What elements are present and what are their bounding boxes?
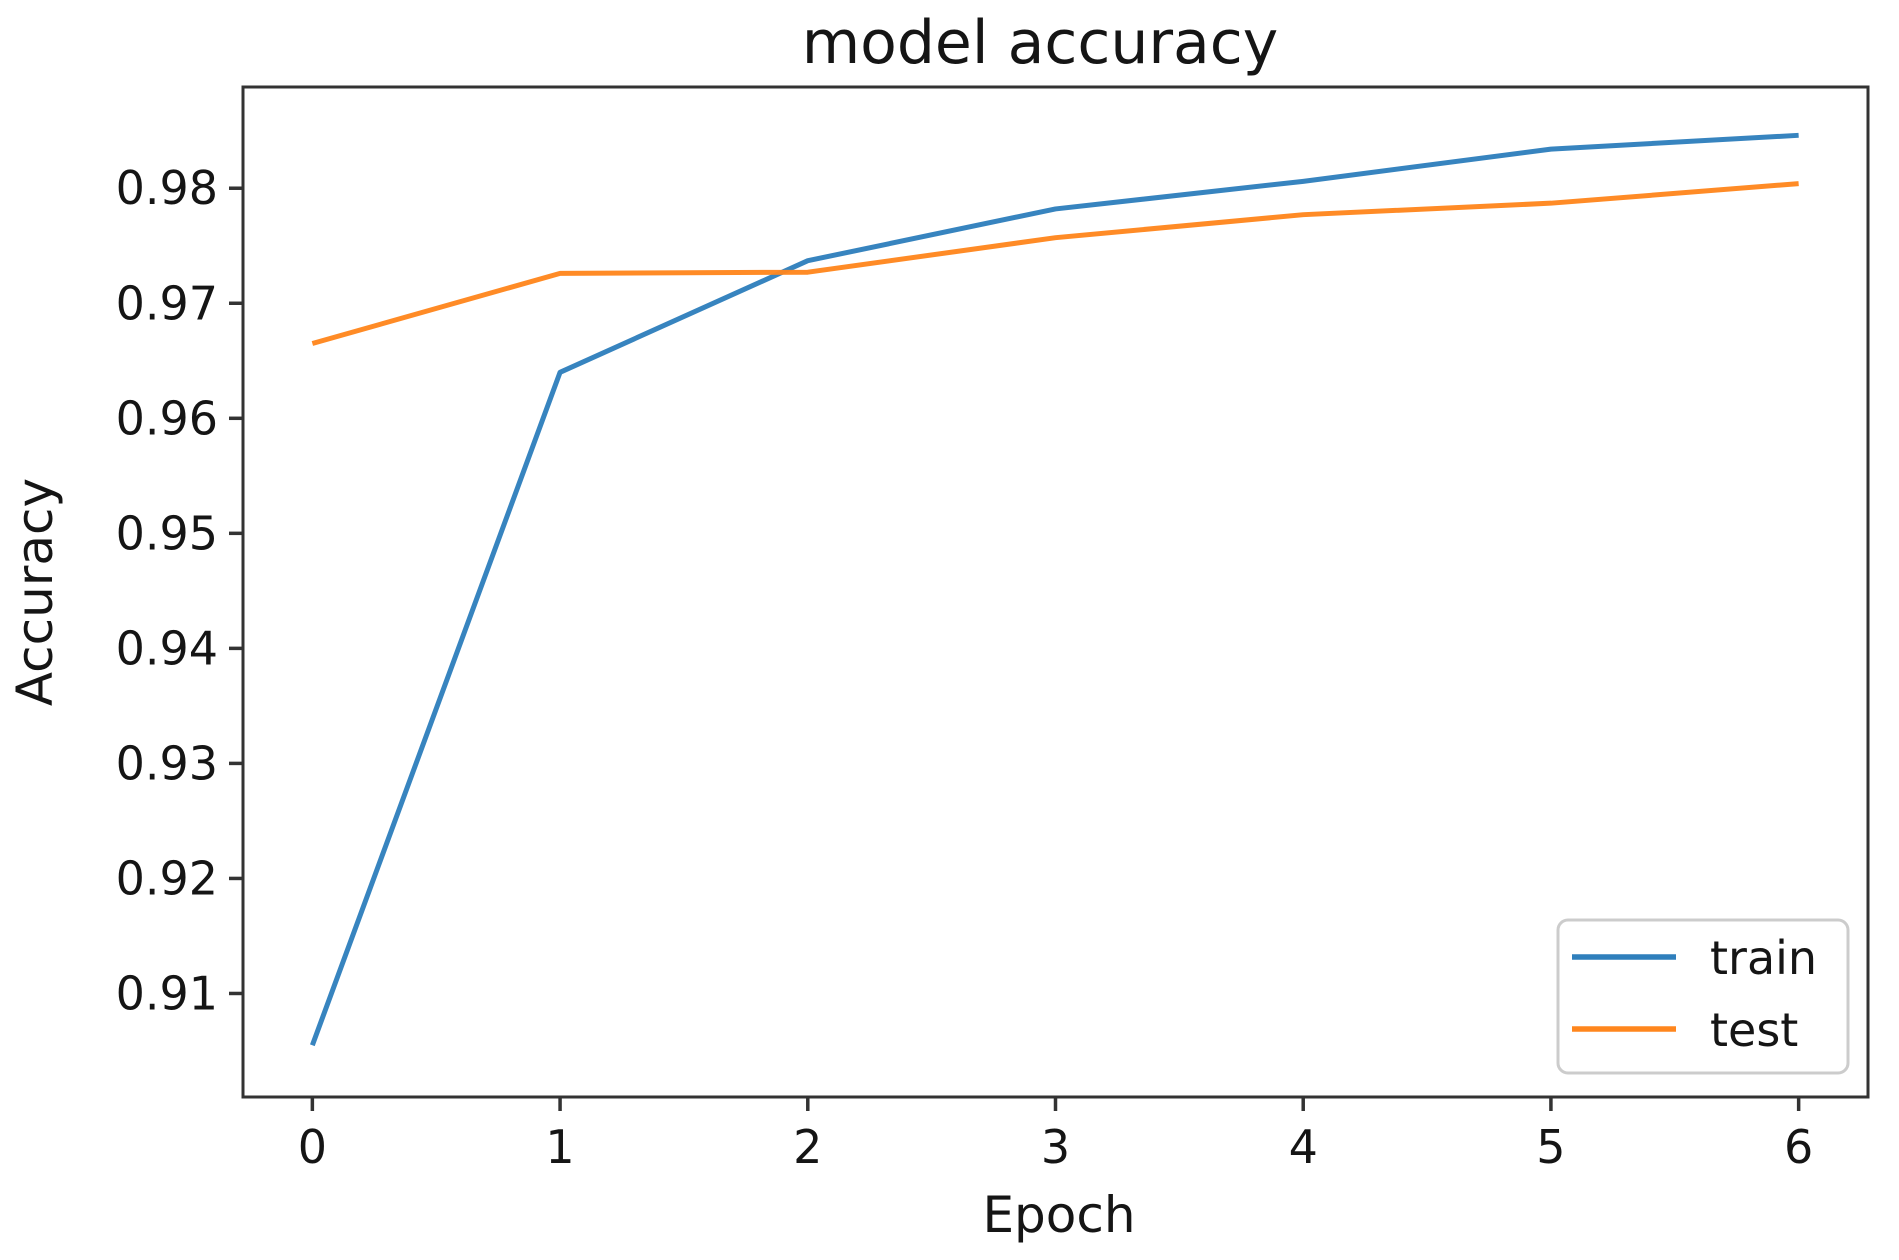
y-tick-label: 0.92 <box>116 851 218 905</box>
y-tick-label: 0.96 <box>116 391 218 445</box>
y-tick-label: 0.91 <box>116 966 218 1020</box>
x-axis-label: Epoch <box>982 1186 1135 1244</box>
y-tick-label: 0.97 <box>116 276 218 330</box>
legend-test-label: test <box>1710 1003 1798 1057</box>
x-tick-label: 4 <box>1289 1120 1318 1174</box>
x-tick-label: 3 <box>1041 1120 1070 1174</box>
test-line <box>311 181 1799 346</box>
x-tick-label: 2 <box>793 1120 822 1174</box>
legend-train-label: train <box>1710 931 1817 985</box>
axes-frame-and-ticks: 0 1 2 3 4 5 6 0.91 0.92 0.93 0.94 0.95 0.96 0.97 0.98 <box>116 85 1870 1174</box>
x-tick-label: 0 <box>298 1120 327 1174</box>
y-tick-label: 0.94 <box>116 621 218 675</box>
y-axis-label: Accuracy <box>6 478 64 706</box>
train-line <box>310 132 1799 1047</box>
y-tick-label: 0.95 <box>116 506 218 560</box>
x-tick-label: 6 <box>1784 1120 1813 1174</box>
legend-box: train test <box>1556 918 1850 1075</box>
text-labels: model accuracy Epoch Accuracy <box>6 8 1278 1244</box>
chart-title: model accuracy <box>802 8 1279 78</box>
series-lines <box>310 132 1799 1047</box>
y-tick-label: 0.93 <box>116 736 218 790</box>
y-tick-label: 0.98 <box>116 161 218 215</box>
x-tick-label: 1 <box>545 1120 574 1174</box>
x-tick-label: 5 <box>1536 1120 1565 1174</box>
